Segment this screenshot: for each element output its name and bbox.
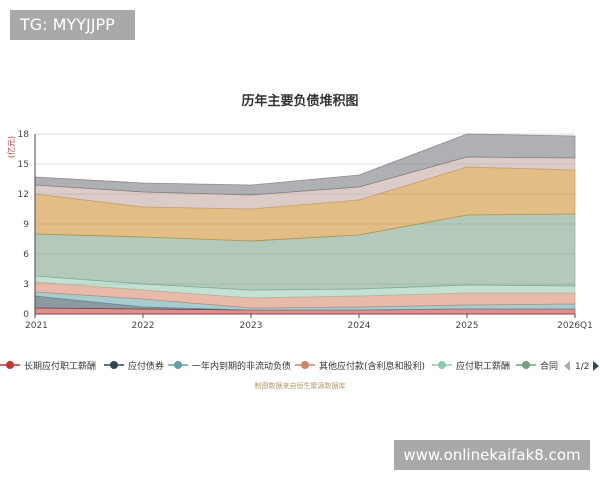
watermark-bottom: www.onlinekaifak8.com (394, 440, 590, 470)
legend-marker (438, 361, 446, 369)
area-series (34, 133, 576, 315)
x-tick-label: 2025 (456, 321, 479, 331)
y-tick-label: 18 (18, 130, 30, 140)
y-tick-label: 12 (18, 190, 29, 200)
legend-label: 其他应付款(含利息和股利) (319, 360, 425, 372)
x-tick-label: 2024 (348, 321, 371, 331)
y-tick-label: 15 (18, 160, 29, 170)
axes: 0 3 6 9 12 15 18 2021 2022 2023 2024 2025 2026Q1 (18, 130, 593, 331)
legend-marker (174, 361, 182, 369)
legend-label: 一年内到期的非流动负债 (192, 360, 291, 372)
legend-label: 长期应付职工薪酬 (24, 360, 96, 372)
legend-marker (301, 361, 309, 369)
watermark-top: TG: MYYJJPP (10, 10, 135, 40)
area-短期借款 (34, 133, 576, 196)
y-tick-label: 6 (23, 250, 29, 260)
legend-label: 应付债券 (128, 360, 164, 372)
legend-marker (522, 361, 530, 369)
x-tick-label: 2023 (240, 321, 263, 331)
legend-next-icon[interactable] (593, 361, 599, 371)
legend-label: 合同 (540, 360, 558, 372)
chart-title: 历年主要负债堆积图 (241, 93, 358, 109)
legend-label: 应付职工薪酬 (456, 360, 510, 372)
legend-item: 应付职工薪酬 (432, 360, 510, 372)
x-tick-label: 2021 (25, 321, 48, 331)
legend-item: 一年内到期的非流动负债 (168, 360, 291, 372)
y-tick-label: 0 (23, 310, 29, 320)
y-tick-label: 9 (23, 220, 29, 230)
y-axis-label: (亿元) (6, 136, 16, 158)
legend-page: 1/2 (575, 362, 589, 372)
legend-item: 应付债券 (104, 360, 164, 372)
legend: 长期应付职工薪酬 应付债券 一年内到期的非流动负债 其他应付款(含利息和股利) 应付职工… (0, 360, 599, 372)
x-tick-label: 2026Q1 (557, 321, 593, 331)
x-tick-label: 2022 (132, 321, 155, 331)
legend-item: 其他应付款(含利息和股利) (295, 360, 425, 372)
legend-marker (6, 361, 14, 369)
legend-item: 长期应付职工薪酬 (0, 360, 96, 372)
source-note: 制图数据来自恒生聚源数据库 (255, 381, 346, 390)
legend-prev-icon[interactable] (564, 361, 570, 371)
legend-item: 合同 (516, 360, 558, 372)
legend-marker (110, 361, 118, 369)
y-tick-label: 3 (23, 280, 29, 290)
